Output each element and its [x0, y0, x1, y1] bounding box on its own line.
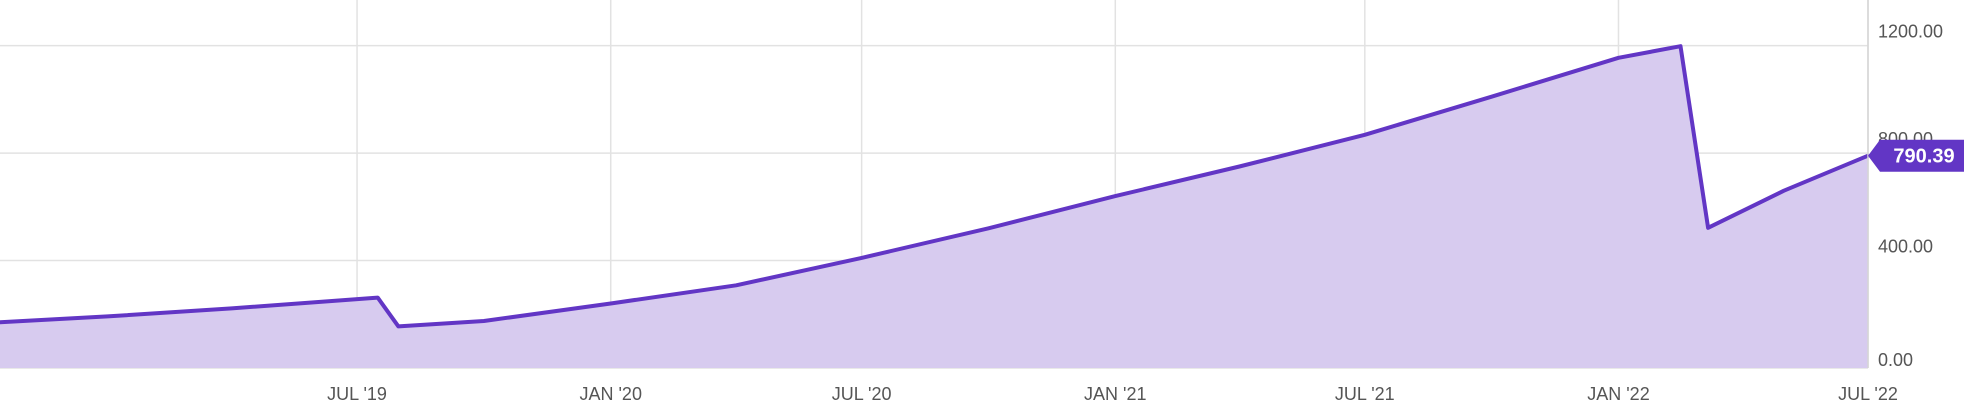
series-line: [0, 44, 1870, 329]
last-value-badge: [1868, 139, 1964, 172]
x-tick-label: JUL '20: [832, 384, 892, 404]
area-layer: [0, 46, 1868, 368]
x-tick-label: JUL '22: [1838, 384, 1898, 404]
x-tick-label: JAN '20: [579, 384, 641, 404]
x-tick-label: JAN '21: [1084, 384, 1146, 404]
x-tick-label: JUL '19: [327, 384, 387, 404]
last-value-label: 790.39: [1893, 146, 1954, 168]
badge-layer: 790.39: [1868, 139, 1964, 172]
y-tick-label: 1200.00: [1878, 22, 1943, 42]
y-tick-label: 400.00: [1878, 237, 1933, 257]
x-tick-label: JAN '22: [1587, 384, 1649, 404]
line-layer: [0, 44, 1870, 329]
series-area: [0, 46, 1868, 368]
y-tick-label: 0.00: [1878, 350, 1913, 370]
x-tick-label: JUL '21: [1335, 384, 1395, 404]
